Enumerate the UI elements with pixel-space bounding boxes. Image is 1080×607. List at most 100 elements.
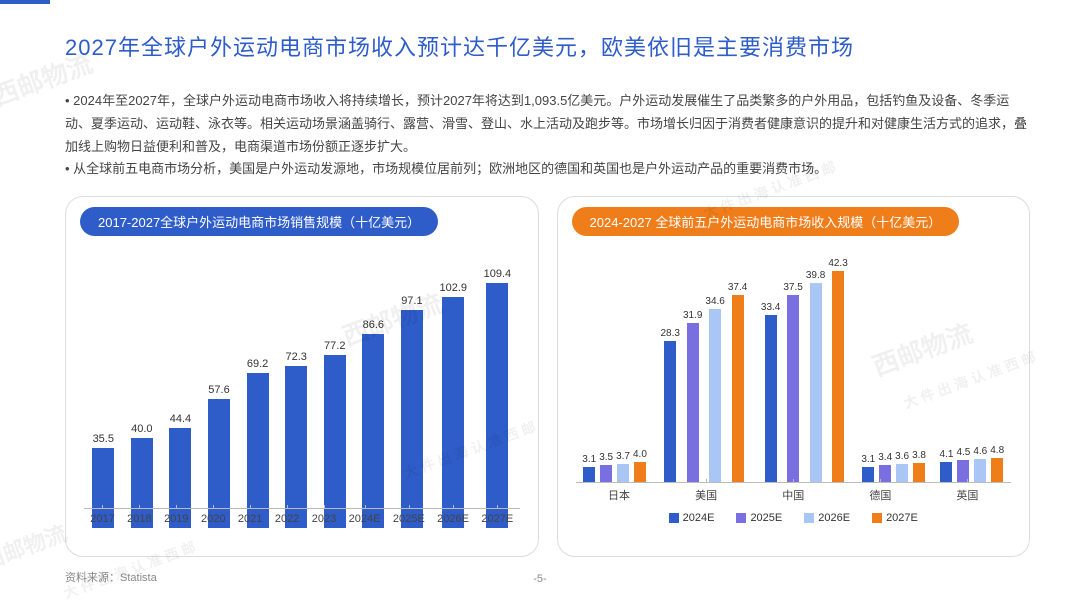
chart1-value-label: 97.1 [401,295,422,307]
chart2-bar: 37.5 [783,282,802,483]
chart2-value-label: 3.1 [582,454,596,465]
chart2-value-label: 4.8 [990,445,1004,456]
chart1-bar-rect [285,366,307,528]
chart2-bar: 3.1 [582,454,596,483]
chart1-bar-rect [486,283,508,528]
chart2-bar-rect [687,323,699,483]
chart2-value-label: 3.8 [912,450,926,461]
chart2-bar: 3.7 [616,451,630,483]
chart2-value-label: 4.5 [956,447,970,458]
chart1-xtick: 2021 [238,509,262,528]
chart2-panel: 2024-2027 全球前五户外运动电商市场收入规模（十亿美元） 3.13.53… [557,196,1031,557]
chart1-plot: 35.540.044.457.669.272.377.286.697.1102.… [84,243,520,528]
page-number: -5- [533,573,546,585]
chart1-bar: 86.6 [362,319,384,528]
chart2-xtick: 德国 [869,483,891,502]
chart2-value-label: 31.9 [683,310,702,321]
chart2-bar: 31.9 [683,310,702,483]
desc-line-1: 2024年至2027年，全球户外运动电商市场收入将持续增长，预计2027年将达到… [65,90,1030,158]
chart2-value-label: 42.3 [828,258,847,269]
chart1-bar-rect [401,310,423,528]
desc-line-2: 从全球前五电商市场分析，美国是户外运动发源地，市场规模位居前列；欧洲地区的德国和… [65,158,1030,181]
chart2-value-label: 4.1 [940,449,954,460]
legend-swatch [872,513,882,523]
chart2-plot: 3.13.53.74.028.331.934.637.433.437.539.8… [576,243,1012,528]
chart1-value-label: 57.6 [208,384,229,396]
chart2-bar: 42.3 [828,258,847,483]
chart2-value-label: 34.6 [705,296,724,307]
chart2-bar-rect [913,463,925,482]
chart2-bar: 4.5 [956,447,970,483]
chart1-bar: 77.2 [324,340,346,528]
chart2-value-label: 4.6 [973,446,987,457]
chart2-value-label: 3.6 [895,451,909,462]
chart2-value-label: 37.5 [783,282,802,293]
chart2-value-label: 39.8 [806,270,825,281]
chart2-bar: 4.0 [633,449,647,482]
chart2-value-label: 3.4 [878,452,892,463]
chart2-bar: 28.3 [660,328,679,483]
chart2-group: 33.437.5 39.842.3 [761,258,848,483]
header-accent [0,0,50,4]
chart1-xtick: 2020 [201,509,225,528]
chart1-value-label: 44.4 [170,413,191,425]
chart2-bar: 4.1 [940,449,954,483]
chart1-bar: 57.6 [208,384,230,528]
chart1-xtick: 2022 [275,509,299,528]
chart1-value-label: 109.4 [484,268,512,280]
chart2-bar: 3.5 [599,452,613,483]
chart1-bar: 109.4 [484,268,512,528]
chart2-title-pill: 2024-2027 全球前五户外运动电商市场收入规模（十亿美元） [572,207,960,236]
chart2-bar-rect [583,467,595,483]
chart2-value-label: 3.5 [599,452,613,463]
chart2-bar-rect [896,464,908,482]
chart2-bar: 34.6 [705,296,724,482]
chart2-bar: 4.6 [973,446,987,482]
description-block: 2024年至2027年，全球户外运动电商市场收入将持续增长，预计2027年将达到… [65,90,1030,181]
chart2-bar: 3.1 [861,454,875,483]
chart2-value-label: 28.3 [660,328,679,339]
source-label: 资料来源：Statista [65,569,157,585]
chart2-bar-rect [991,458,1003,482]
chart2-bar: 33.4 [761,302,780,482]
chart1-xtick: 2027E [481,509,513,528]
chart2-bar-rect [600,465,612,483]
chart2-value-label: 37.4 [728,282,747,293]
chart2-xtick: 日本 [608,483,630,502]
chart1-title-pill: 2017-2027全球户外运动电商市场销售规模（十亿美元） [80,207,438,236]
legend-item: 2025E [736,512,782,524]
chart2-bar-rect [810,283,822,482]
legend-item: 2027E [872,512,918,524]
chart2-bar: 3.4 [878,452,892,482]
chart2-bar-rect [974,459,986,482]
chart2-bar: 37.4 [728,282,747,482]
chart1-xtick: 2023 [312,509,336,528]
chart2-value-label: 3.1 [861,454,875,465]
legend-swatch [804,513,814,523]
chart2-bar-rect [832,271,844,483]
chart1-value-label: 72.3 [285,351,306,363]
chart1-bar-rect [324,355,346,528]
chart2-bar-rect [765,315,777,482]
chart1-value-label: 102.9 [439,282,467,294]
chart2-bar-rect [634,462,646,482]
chart2-xtick: 美国 [695,483,717,502]
chart2-value-label: 33.4 [761,302,780,313]
legend-swatch [669,513,679,523]
chart2-bar: 4.8 [990,445,1004,482]
chart1-bar: 69.2 [247,358,269,528]
chart2-value-label: 4.0 [633,449,647,460]
chart2-bar-rect [709,309,721,482]
chart1-xtick: 2019 [164,509,188,528]
chart2-legend: 2024E2025E2026E2027E [576,508,1012,528]
chart2-value-label: 3.7 [616,451,630,462]
chart2-xtick: 英国 [956,483,978,502]
chart1-xtick: 2026E [437,509,469,528]
chart2-group: 28.3 31.934.6 37.4 [660,282,747,482]
legend-swatch [736,513,746,523]
chart2-xtick: 中国 [782,483,804,502]
charts-row: 2017-2027全球户外运动电商市场销售规模（十亿美元） 35.540.044… [65,196,1030,557]
chart1-bar-rect [442,297,464,528]
chart1-value-label: 86.6 [363,319,384,331]
chart1-bar: 102.9 [439,282,467,528]
